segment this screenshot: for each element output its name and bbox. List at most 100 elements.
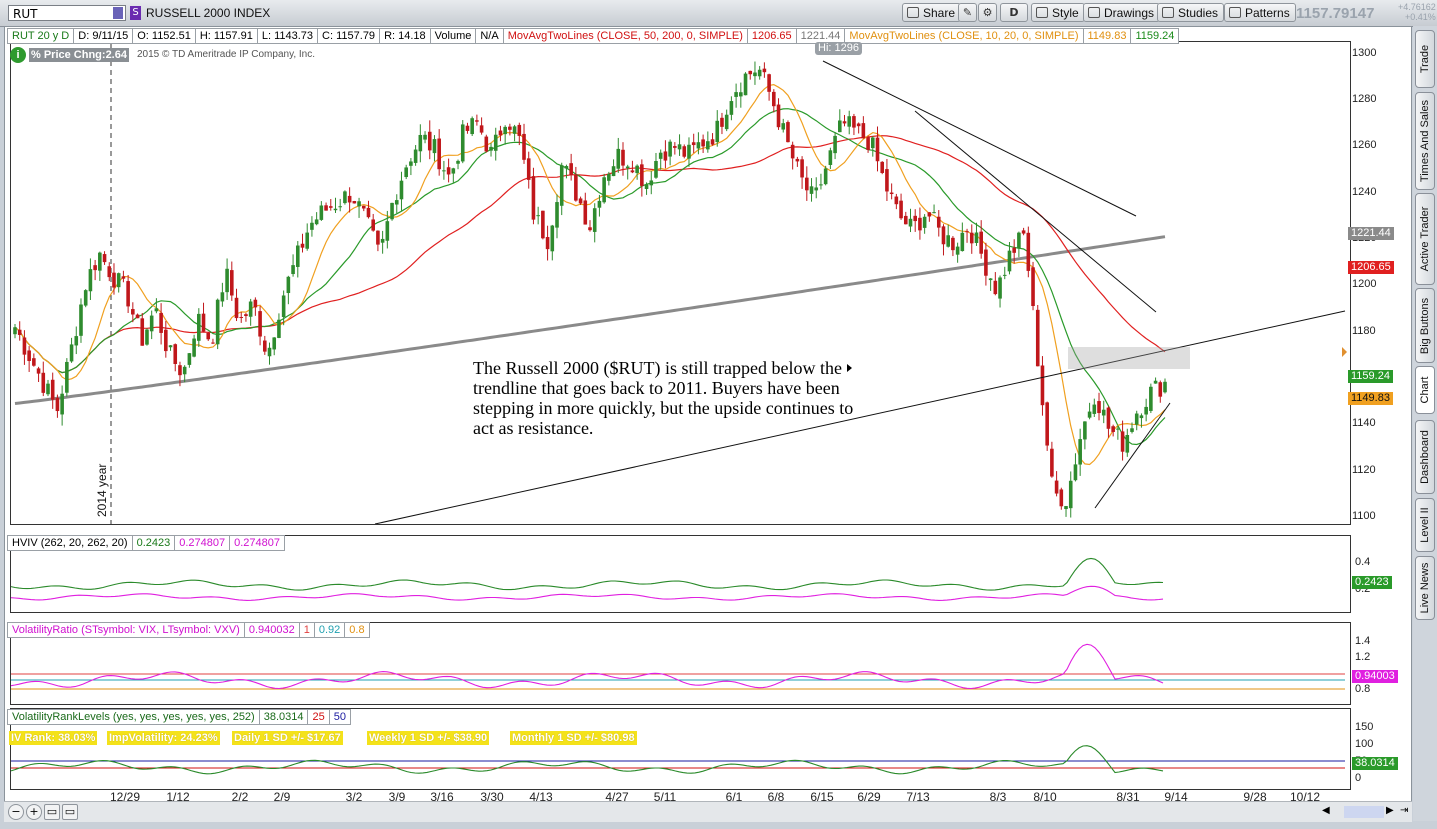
candle-body	[979, 231, 983, 254]
zoom-in-icon[interactable]: +	[26, 804, 42, 820]
candle-body	[121, 276, 126, 279]
volrank-axis-0: 0	[1355, 772, 1362, 784]
side-tab-active-trader[interactable]: Active Trader	[1415, 193, 1435, 285]
candle-body	[1153, 380, 1158, 384]
time-axis-label: 4/13	[529, 790, 553, 804]
candle-body	[757, 69, 762, 77]
symbol-badge[interactable]: S	[130, 6, 141, 20]
candle-body	[399, 180, 404, 200]
candle-body	[380, 238, 385, 243]
scroll-right-icon[interactable]: ▶	[1386, 805, 1394, 816]
side-tab-dashboard[interactable]: Dashboard	[1415, 420, 1435, 494]
chart-area[interactable]: RUT 20 y D D: 9/11/15 O: 1152.51 H: 1157…	[4, 26, 1412, 821]
info-icon[interactable]: i	[10, 47, 26, 63]
candle-body	[432, 139, 437, 154]
volratio-axis-12: 1.2	[1355, 651, 1371, 663]
style-button[interactable]: Style	[1031, 3, 1085, 22]
candle-body	[1139, 415, 1144, 419]
aggregation-label[interactable]: RUT 20 y D	[7, 28, 75, 44]
time-axis-label: 7/13	[906, 790, 930, 804]
symbol-dropdown-icon[interactable]	[113, 7, 123, 19]
share-button[interactable]: Share	[902, 3, 962, 22]
daily-sd-stat: Daily 1 SD +/- $17.67	[232, 731, 343, 745]
price-axis-label: 1200	[1352, 278, 1377, 291]
candle-body	[13, 327, 17, 335]
year-label-text: 2014 year	[95, 463, 109, 517]
drawings-label: Drawings	[1104, 6, 1155, 20]
volrank-label[interactable]: VolatilityRankLevels (yes, yes, yes, yes…	[7, 709, 260, 725]
symbol-value: RUT	[13, 7, 38, 21]
candle-body	[649, 180, 654, 186]
tools-icon[interactable]: ⚙	[978, 3, 997, 22]
hviv-label[interactable]: HVIV (262, 20, 262, 20)	[7, 535, 133, 551]
scroll-end-icon[interactable]: ⇥	[1400, 805, 1409, 816]
studies-button[interactable]: Studies	[1157, 3, 1225, 22]
ma200-polyline	[14, 235, 1166, 405]
net-change-value: +4.76162	[1398, 2, 1436, 12]
expand-icon[interactable]: ▭	[62, 804, 78, 820]
candle-body	[102, 254, 107, 263]
chart-annotation-text[interactable]: The Russell 2000 ($RUT) is still trapped…	[473, 358, 854, 438]
candle-body	[805, 177, 809, 191]
price-chart-svg[interactable]	[5, 27, 1411, 802]
candle-body	[1012, 247, 1016, 253]
candle-body	[50, 379, 55, 400]
candle-body	[715, 120, 720, 143]
candle-body	[1054, 480, 1059, 494]
candle-body	[479, 125, 484, 133]
drawings-button[interactable]: Drawings	[1083, 3, 1161, 22]
time-scrollbar[interactable]	[1344, 806, 1384, 818]
patterns-button[interactable]: Patterns	[1224, 3, 1296, 22]
crosshair-tool-icon[interactable]: ✎	[958, 3, 977, 22]
scroll-left-icon[interactable]: ◀	[1322, 805, 1330, 816]
zoom-out-icon[interactable]: −	[8, 804, 24, 820]
candle-body	[748, 70, 753, 75]
ma-short-v2: 1159.24	[1131, 28, 1180, 44]
side-tab-level-ii[interactable]: Level II	[1415, 498, 1435, 552]
candle-body	[856, 123, 861, 127]
side-tab-chart[interactable]: Chart	[1415, 366, 1435, 414]
candle-body	[908, 218, 913, 227]
candle-body	[88, 269, 93, 292]
side-tab-label: Times And Sales	[1419, 99, 1431, 183]
candle-body	[409, 161, 413, 166]
candle-body	[673, 146, 677, 148]
candle-body	[903, 215, 908, 225]
timeframe-label: D	[1009, 6, 1019, 19]
candle-body	[46, 383, 50, 395]
range-label: R: 14.18	[380, 28, 431, 44]
side-tab-trade[interactable]: Trade	[1415, 30, 1435, 88]
volrank-info-row: VolatilityRankLevels (yes, yes, yes, yes…	[7, 709, 351, 725]
ma-short-label[interactable]: MovAvgTwoLines (CLOSE, 10, 20, 0, SIMPLE…	[845, 28, 1084, 44]
candle-body	[932, 212, 936, 214]
candle-body	[852, 116, 856, 128]
candle-body	[885, 169, 889, 192]
percent-change-value: +0.41%	[1405, 12, 1436, 22]
candle-body	[786, 122, 790, 143]
side-tab-big-buttons[interactable]: Big Buttons	[1415, 288, 1435, 363]
candle-body	[828, 150, 833, 165]
candle-body	[574, 174, 578, 201]
ma50-polyline	[14, 135, 1166, 374]
candle-body	[55, 397, 60, 412]
candle-body	[870, 137, 875, 149]
weekly-sd-stat: Weekly 1 SD +/- $38.90	[367, 731, 490, 745]
fit-icon[interactable]: ▭	[44, 804, 60, 820]
volratio-label[interactable]: VolatilityRatio (STsymbol: VIX, LTsymbol…	[7, 622, 245, 638]
timeframe-button[interactable]: D	[1000, 3, 1028, 22]
long-term-trendline	[374, 310, 1346, 525]
side-tab-live-news[interactable]: Live News	[1415, 556, 1435, 620]
style-label: Style	[1052, 6, 1079, 20]
candle-body	[1101, 409, 1106, 416]
high-label: H: 1157.91	[195, 28, 258, 44]
side-tab-times-and-sales[interactable]: Times And Sales	[1415, 92, 1435, 190]
symbol-input[interactable]: RUT	[8, 5, 126, 21]
hviv-iv-line	[10, 585, 1164, 601]
volrank-v2: 25	[308, 709, 330, 725]
price-axis-label: 1120	[1352, 463, 1376, 476]
resistance-zone	[1068, 347, 1190, 369]
ma-long-label[interactable]: MovAvgTwoLines (CLOSE, 50, 200, 0, SIMPL…	[503, 28, 748, 44]
candle-body	[333, 208, 338, 211]
volrank-v3: 50	[329, 709, 351, 725]
